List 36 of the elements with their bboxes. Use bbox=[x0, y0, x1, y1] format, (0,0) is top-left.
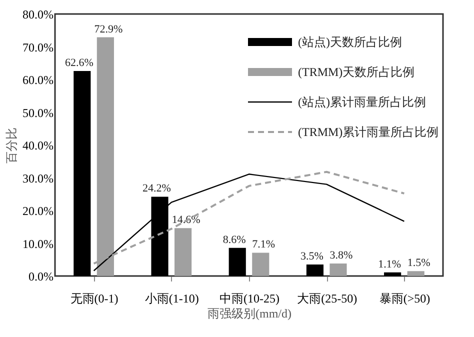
bar bbox=[306, 264, 324, 276]
x-tick-label: 无雨(0-1) bbox=[70, 292, 118, 306]
y-tick-label: 60.0% bbox=[22, 73, 54, 87]
legend-label: (站点)天数所占比例 bbox=[298, 35, 402, 49]
y-tick-label: 10.0% bbox=[22, 236, 54, 251]
data-label: 7.1% bbox=[252, 238, 276, 251]
data-label: 24.2% bbox=[142, 182, 171, 195]
y-tick-label: 70.0% bbox=[22, 40, 54, 54]
y-tick-label: 80.0% bbox=[22, 8, 54, 22]
bar bbox=[228, 248, 246, 276]
x-tick-label: 小雨(1-10) bbox=[144, 292, 199, 306]
y-tick-label: 20.0% bbox=[22, 204, 54, 218]
x-axis-title: 雨强级别(mm/d) bbox=[208, 306, 292, 320]
data-label: 3.5% bbox=[300, 250, 324, 263]
data-label: 8.6% bbox=[222, 234, 246, 246]
y-axis-title: 百分比 bbox=[4, 128, 19, 164]
bar bbox=[407, 271, 424, 276]
legend-label: (站点)累计雨量所占比例 bbox=[298, 95, 426, 109]
legend-label: (TRMM)累计雨量所占比例 bbox=[298, 125, 439, 139]
x-tick-label: 大雨(25-50) bbox=[297, 292, 358, 306]
x-tick-label: 中雨(10-25) bbox=[220, 292, 280, 306]
y-tick-label: 0.0% bbox=[28, 270, 54, 284]
y-tick-label: 40.0% bbox=[22, 138, 54, 152]
bar bbox=[384, 272, 402, 276]
data-label: 3.8% bbox=[330, 250, 353, 262]
data-label: 62.6% bbox=[64, 56, 94, 69]
y-tick-label: 30.0% bbox=[22, 171, 54, 186]
x-tick-label: 暴雨(>50) bbox=[379, 292, 430, 306]
data-label: 1.1% bbox=[378, 258, 402, 270]
bar bbox=[330, 264, 347, 276]
data-label: 72.9% bbox=[94, 23, 123, 36]
bar bbox=[74, 70, 91, 276]
bar bbox=[252, 252, 270, 276]
legend-label: (TRMM)天数所占比例 bbox=[298, 65, 415, 79]
y-tick-label: 50.0% bbox=[22, 106, 54, 120]
data-label: 1.5% bbox=[407, 257, 430, 270]
